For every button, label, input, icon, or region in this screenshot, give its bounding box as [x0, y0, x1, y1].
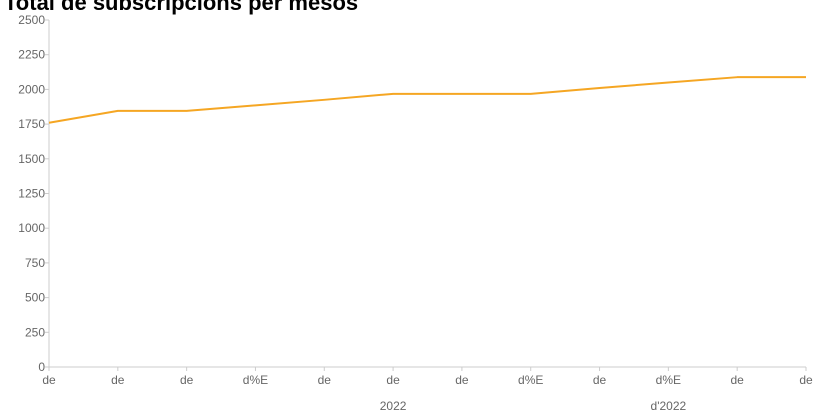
data-point [47, 120, 52, 125]
data-point [391, 91, 396, 96]
y-tick-label: 750 [25, 256, 45, 270]
x-tick-label: de [386, 373, 400, 387]
y-tick-label: 2000 [18, 82, 45, 96]
x-axis: de de de d%E de de 2022 de d%E de d%E d'2022 de de [42, 366, 813, 411]
data-point [322, 97, 327, 102]
x-tick-label: d%E [518, 373, 543, 387]
x-tick-label: de [731, 373, 745, 387]
y-tick-label: 0 [38, 360, 45, 374]
chart-title: Total de subscripcions per mesos [4, 0, 359, 15]
x-tick-label: de [455, 373, 469, 387]
series-layer [47, 75, 809, 125]
y-tick-label: 1750 [18, 117, 45, 131]
y-tick-label: 500 [25, 291, 45, 305]
data-point [115, 108, 120, 113]
y-axis: 0 250 500 750 1000 1250 1500 1750 2000 2250 2500 [18, 13, 50, 374]
x-tick-label: d%E [656, 373, 681, 387]
y-tick-label: 250 [25, 325, 45, 339]
data-point [804, 75, 809, 80]
data-point [735, 75, 740, 80]
x-tick-sublabel: d'2022 [651, 399, 687, 411]
y-tick-label: 1500 [18, 152, 45, 166]
x-tick-label: d%E [243, 373, 268, 387]
data-point [597, 86, 602, 91]
x-tick-label: de [42, 373, 56, 387]
x-tick-label: de [111, 373, 125, 387]
x-tick-label: de [180, 373, 194, 387]
data-point [666, 80, 671, 85]
data-point [459, 91, 464, 96]
data-point [253, 103, 258, 108]
x-tick-label: de [593, 373, 607, 387]
series-line [48, 76, 806, 124]
data-point [184, 108, 189, 113]
x-tick-sublabel: 2022 [380, 399, 407, 411]
y-tick-label: 1000 [18, 221, 45, 235]
y-tick-label: 2500 [18, 13, 45, 27]
y-tick-label: 1250 [18, 187, 45, 201]
x-tick-label: de [318, 373, 332, 387]
x-tick-label: de [799, 373, 813, 387]
y-tick-label: 2250 [18, 48, 45, 62]
data-point [528, 91, 533, 96]
